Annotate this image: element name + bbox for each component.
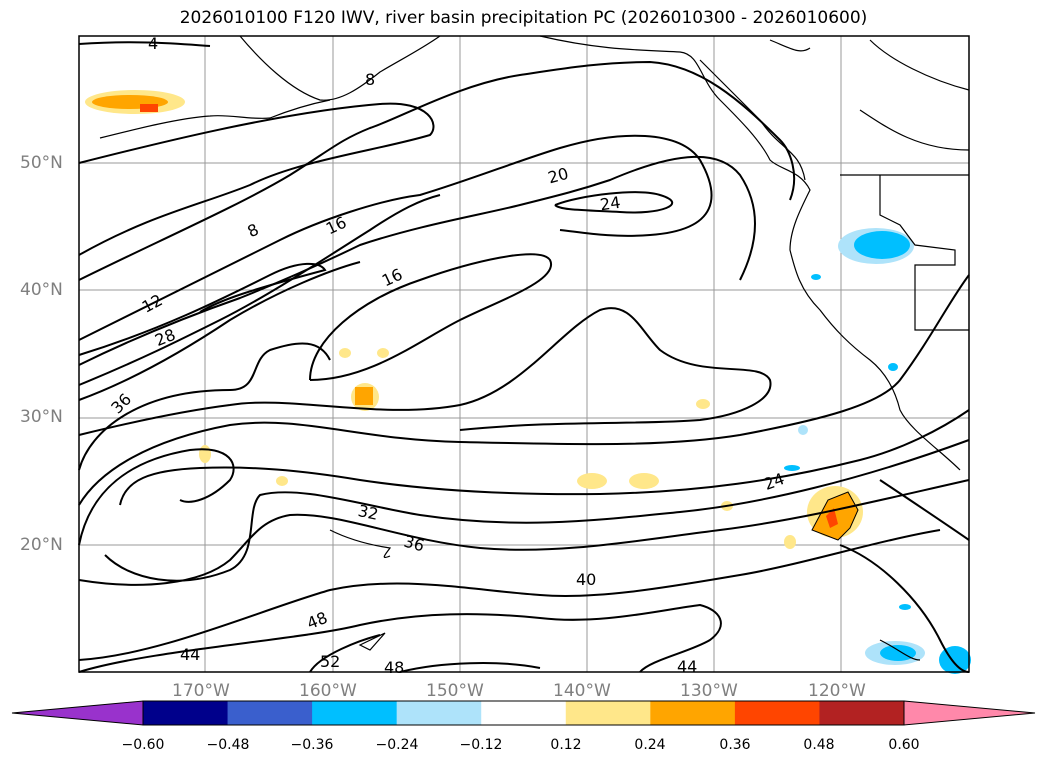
map-title: 2026010100 F120 IWV, river basin precipi… [179,8,868,28]
lat-label-50n: 50°N [20,153,63,173]
colorbar-tick: −0.60 [121,737,165,753]
lon-label-150w: 150°W [426,681,484,701]
colorbar-cell [312,701,398,725]
lat-label-30n: 30°N [20,407,63,427]
contour-label-52: 52 [320,652,341,671]
iwv-contours [78,41,970,673]
contour-label-32: 32 [356,501,381,524]
precip-anomaly-fill [85,90,971,674]
colorbar-tick: 0.12 [550,737,582,753]
colorbar-cell [396,701,482,725]
plot-frame [78,35,970,673]
colorbar-tick: 0.24 [634,737,666,753]
map-canvas [78,35,971,674]
colorbar-tick: −0.48 [206,737,250,753]
colorbar-cell [227,701,313,725]
colorbar-cell [565,701,651,725]
lat-label-40n: 40°N [20,280,63,300]
colorbar-tick: 0.36 [719,737,751,753]
contour-label-44: 44 [180,645,201,664]
plot-area [79,36,969,672]
contour-label-8b: 8 [365,70,376,89]
contour-label-44b: 44 [677,657,698,676]
contour-label-48b: 48 [384,658,405,677]
contour-label-40: 40 [576,570,597,589]
colorbar-tick: −0.36 [290,737,334,753]
lon-label-120w: 120°W [808,681,866,701]
lon-label-130w: 130°W [680,681,738,701]
colorbar-cell [143,701,229,725]
colorbar [11,700,1036,726]
lon-label-160w: 160°W [299,681,357,701]
colorbar-cells [142,700,905,726]
graticule [79,36,969,672]
colorbar-cell [819,701,905,725]
lat-label-20n: 20°N [20,535,63,555]
coastlines [99,35,970,661]
colorbar-tick: −0.12 [459,737,503,753]
colorbar-cell [650,701,736,725]
colorbar-tick: 0.60 [888,737,920,753]
contour-label-4: 4 [148,34,159,53]
lon-label-170w: 170°W [172,681,230,701]
colorbar-extend-right [903,700,1036,726]
colorbar-cell [481,701,567,725]
colorbar-extend-left [11,700,144,726]
contour-label-24: 24 [598,192,622,215]
colorbar-tick: −0.24 [375,737,419,753]
colorbar-cell [734,701,820,725]
lon-label-140w: 140°W [553,681,611,701]
colorbar-tick: 0.48 [803,737,835,753]
